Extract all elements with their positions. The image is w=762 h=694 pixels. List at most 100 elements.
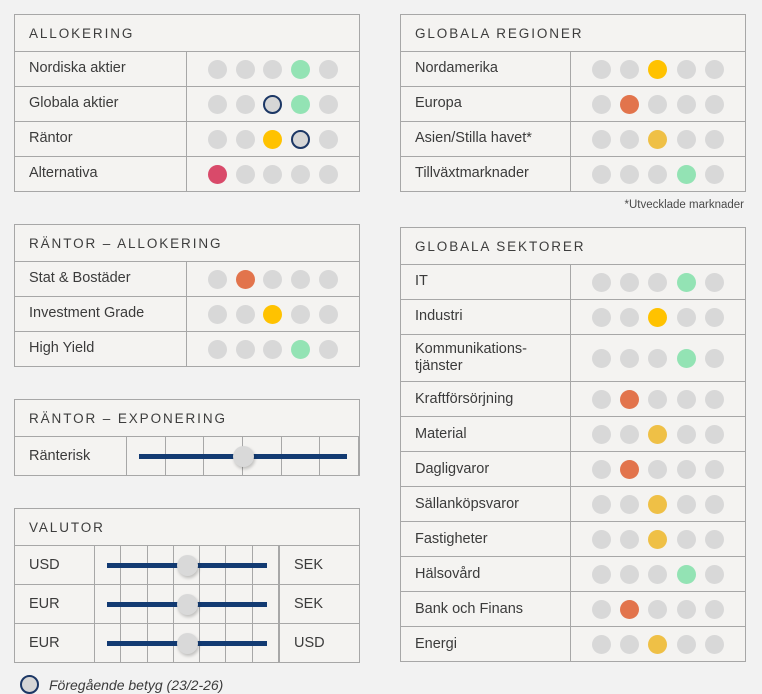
spacer [14, 476, 360, 508]
card-rantor-exponering: RÄNTOR – EXPONERING Ränterisk [14, 399, 360, 476]
rating-scale[interactable] [571, 557, 745, 591]
rating-dot-active [235, 269, 255, 289]
rating-scale[interactable] [571, 417, 745, 451]
rating-dot-neutral [676, 424, 696, 444]
slider-knob[interactable] [176, 554, 198, 576]
rating-dot-neutral [676, 634, 696, 654]
rantor-exponering-rows: Ränterisk [15, 437, 360, 475]
rating-scale[interactable] [571, 522, 745, 556]
rating-scale[interactable] [571, 592, 745, 626]
rating-scale[interactable] [571, 452, 745, 486]
rating-dot-neutral [648, 389, 668, 409]
table-row: Räntor [15, 122, 359, 157]
rating-scale[interactable] [571, 382, 745, 416]
spacer [14, 192, 360, 224]
currency-base-label: EUR [15, 624, 95, 662]
rating-dot-neutral [704, 307, 724, 327]
row-label: IT [401, 265, 571, 299]
rating-dot-neutral [648, 599, 668, 619]
rating-scale[interactable] [187, 52, 359, 86]
rating-dot-previous [291, 129, 311, 149]
rating-dot-neutral [592, 494, 612, 514]
rating-dot-neutral [592, 94, 612, 114]
card-title-allokering: ALLOKERING [15, 15, 359, 52]
rating-dot-neutral [704, 424, 724, 444]
slider-gridline [253, 624, 279, 662]
card-title-rantor-exponering: RÄNTOR – EXPONERING [15, 400, 359, 437]
rating-dot-neutral [207, 94, 227, 114]
row-label: High Yield [15, 332, 187, 366]
rating-dot-neutral [319, 164, 339, 184]
row-label: Fastigheter [401, 522, 571, 557]
table-row: IT [401, 265, 745, 300]
rating-dot-neutral [704, 94, 724, 114]
rating-scale[interactable] [571, 122, 745, 156]
row-label: Dagligvaror [401, 452, 571, 487]
rating-scale[interactable] [571, 52, 745, 86]
rating-scale[interactable] [187, 157, 359, 191]
row-label: Globala aktier [15, 87, 187, 121]
rating-scale[interactable] [571, 87, 745, 121]
rating-scale[interactable] [571, 335, 745, 381]
rating-dot-active [620, 389, 640, 409]
table-row: Nordamerika [401, 52, 745, 87]
rating-scale[interactable] [571, 157, 745, 191]
rating-dot-neutral [592, 272, 612, 292]
rating-dot-neutral [620, 164, 640, 184]
card-title-valutor: VALUTOR [15, 509, 359, 546]
rating-scale[interactable] [187, 332, 359, 366]
slider-track[interactable] [95, 585, 279, 623]
table-row: Energi [401, 627, 745, 662]
table-row: Stat & Bostäder [15, 262, 359, 297]
globala-regioner-rows: Nordamerika Europa Asien/Stilla havet* Till… [401, 52, 745, 191]
rating-dot-neutral [592, 564, 612, 584]
currency-quote-label: SEK [279, 546, 359, 584]
rating-scale[interactable] [187, 87, 359, 121]
rating-scale[interactable] [187, 297, 359, 331]
slider-label: Ränterisk [15, 437, 127, 475]
rating-dot-neutral [620, 129, 640, 149]
rating-dot-active [291, 94, 311, 114]
table-row: Kommunikations-tjänster [401, 335, 745, 383]
rating-dot-neutral [676, 494, 696, 514]
row-label: Kraftförsörjning [401, 382, 571, 417]
rating-dot-neutral [620, 307, 640, 327]
rating-dot-neutral [704, 129, 724, 149]
slider-knob[interactable] [176, 632, 198, 654]
table-row: Kraftförsörjning [401, 382, 745, 418]
table-row: Alternativa [15, 157, 359, 191]
allokering-rows: Nordiska aktier Globala aktier Räntor Alter… [15, 52, 359, 191]
rating-dot-neutral [620, 634, 640, 654]
rating-scale[interactable] [571, 627, 745, 661]
rating-scale[interactable] [571, 487, 745, 521]
slider-track[interactable] [127, 437, 360, 475]
rating-dot-neutral [592, 389, 612, 409]
slider-track[interactable] [95, 546, 279, 584]
slider-knob[interactable] [232, 445, 254, 467]
slider-knob[interactable] [176, 593, 198, 615]
rating-scale[interactable] [571, 300, 745, 334]
rating-dot-neutral [704, 634, 724, 654]
rating-dot-neutral [235, 164, 255, 184]
rating-dot-active [263, 129, 283, 149]
row-label: Kommunikations-tjänster [401, 335, 571, 382]
spacer [14, 367, 360, 399]
card-title-globala-sektorer: GLOBALA SEKTORER [401, 228, 745, 265]
rating-dot-neutral [676, 94, 696, 114]
rating-dot-neutral [592, 459, 612, 479]
rating-dot-neutral [263, 339, 283, 359]
card-globala-sektorer: GLOBALA SEKTORER IT Industri Kommunikation… [400, 227, 746, 663]
rating-scale[interactable] [571, 265, 745, 299]
row-label: Sällanköpsvaror [401, 487, 571, 522]
slider-track[interactable] [95, 624, 279, 662]
rating-dot-neutral [319, 304, 339, 324]
rating-scale[interactable] [187, 262, 359, 296]
table-row: Fastigheter [401, 522, 745, 558]
rating-dot-neutral [207, 59, 227, 79]
rating-dot-neutral [704, 564, 724, 584]
rating-dot-neutral [235, 94, 255, 114]
rating-scale[interactable] [187, 122, 359, 156]
rating-dot-neutral [648, 459, 668, 479]
rating-dot-active [676, 348, 696, 368]
slider-gridline [253, 585, 279, 623]
